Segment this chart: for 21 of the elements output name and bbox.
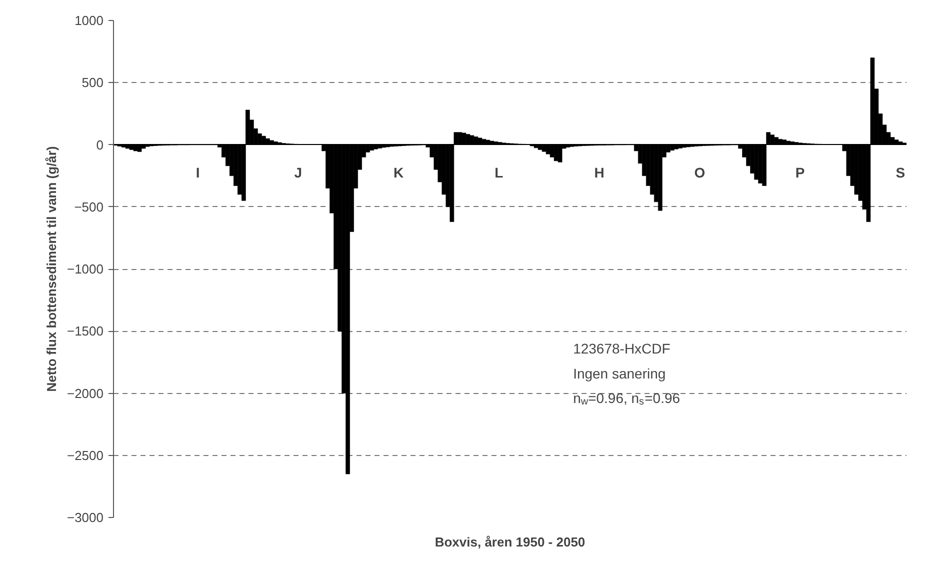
annotation: I: [196, 164, 200, 181]
y-tick-label: −1000: [66, 262, 104, 276]
y-tick-label: −2000: [66, 386, 104, 401]
y-tick-label: 0: [96, 137, 104, 152]
x-axis-title: Boxvis, åren 1950 - 2050: [434, 534, 586, 550]
annotation: H: [594, 164, 604, 181]
annotation: O: [694, 164, 706, 181]
y-tick-label: −1500: [66, 324, 104, 339]
y-axis-title: Netto flux bottensediment til vann (g/år): [44, 146, 59, 392]
y-tick-label: −3000: [66, 510, 104, 525]
annotation: L: [494, 164, 504, 181]
y-tick-label: 1000: [74, 13, 104, 28]
annotation: S: [896, 164, 906, 181]
annotation: K: [394, 164, 404, 181]
annotation: J: [294, 164, 302, 181]
y-tick-label: −500: [74, 199, 104, 214]
y-tick-label: −2500: [66, 448, 104, 463]
annotation: Ingen sanering: [573, 365, 666, 382]
annotation: 123678-HxCDF: [573, 340, 670, 357]
annotation: P: [795, 164, 805, 181]
y-tick-label: 500: [82, 75, 104, 90]
